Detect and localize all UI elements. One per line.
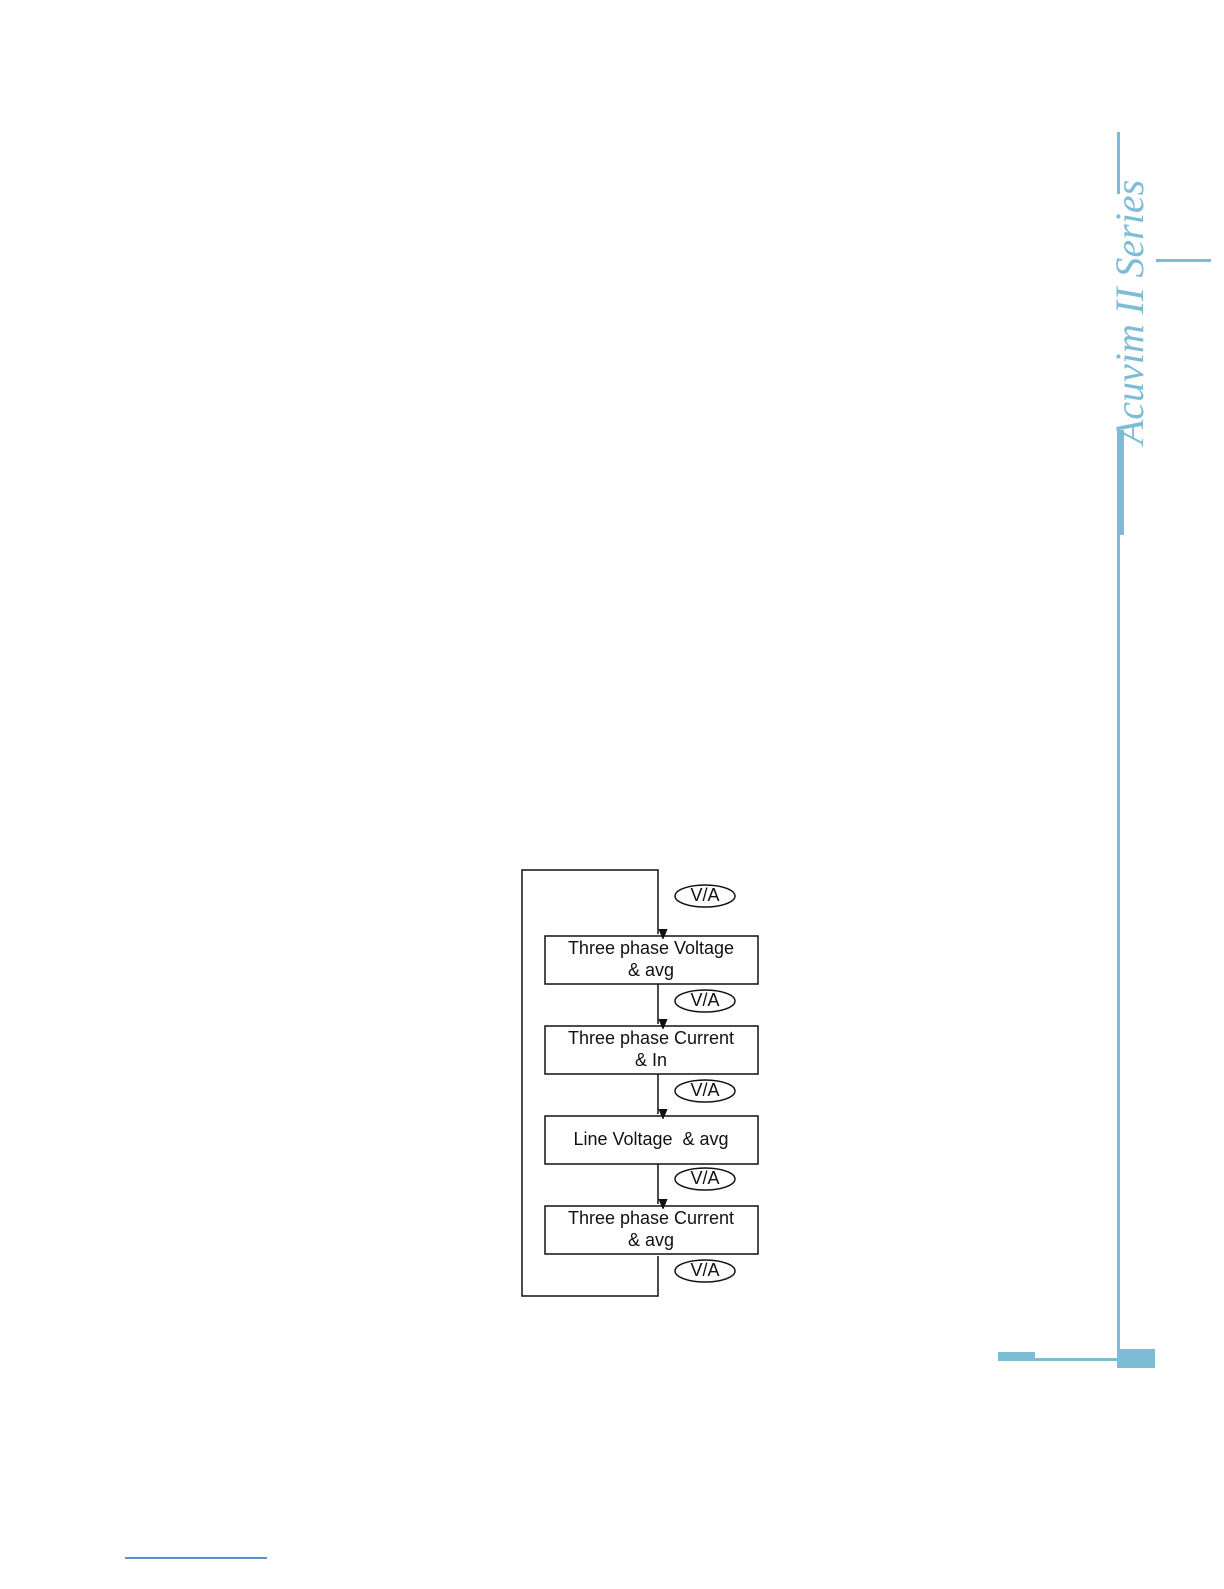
button-ellipse [674,884,736,908]
brand-title: Acuvim II Series [1107,180,1152,447]
button-label: V/A [690,1168,719,1188]
sidebar [125,132,1211,1559]
button-ellipse [674,1079,736,1103]
flow-box-label: Three phase Current [568,1028,734,1048]
sidebar-bar [1117,430,1124,535]
button-label: V/A [690,885,719,905]
button-label: V/A [690,1080,719,1100]
sidebar-tick [1156,259,1211,262]
flow-box-label: Three phase Current [568,1208,734,1228]
button-label: V/A [690,1260,719,1280]
flow-box [544,1115,759,1165]
flow-box-label: & avg [628,1230,674,1250]
flow-box-label: & In [635,1050,667,1070]
button-label: V/A [690,990,719,1010]
footer-bar [998,1352,1035,1361]
footer-line [1035,1358,1117,1361]
loop-connector [521,869,658,1297]
flow-box [544,935,759,985]
button-ellipse [674,989,736,1013]
flow-box-label: Three phase Voltage [568,938,734,958]
sidebar-line [1117,535,1120,1360]
flowchart [521,869,759,1297]
flow-box-label: & avg [628,960,674,980]
footnote-rule [125,1557,267,1559]
sidebar-line [1117,132,1120,194]
flow-box-label: Line Voltage & avg [573,1129,728,1149]
flow-box [544,1205,759,1255]
footer-block [1117,1349,1155,1368]
button-ellipse [674,1259,736,1283]
button-ellipse [674,1167,736,1191]
flow-box [544,1025,759,1075]
